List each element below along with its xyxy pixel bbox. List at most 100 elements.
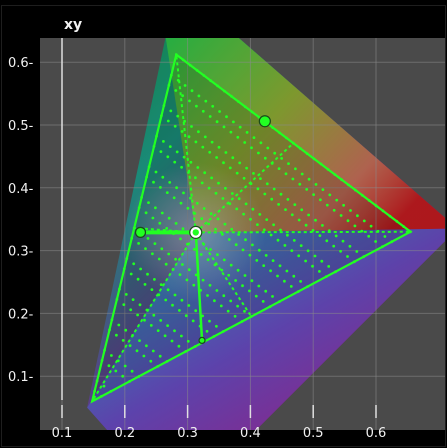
sample-point	[164, 262, 168, 266]
sample-point	[252, 136, 256, 140]
sample-point	[102, 384, 106, 388]
sample-point	[107, 364, 111, 368]
sample-point	[146, 237, 150, 240]
sample-point	[237, 197, 241, 201]
sample-point	[265, 182, 269, 186]
sample-point	[254, 294, 258, 298]
sample-point	[243, 274, 247, 277]
sample-point	[217, 181, 220, 185]
sample-point	[177, 344, 181, 348]
sample-point	[332, 208, 336, 212]
sample-point	[181, 263, 184, 266]
sample-point	[272, 187, 276, 191]
sample-point	[187, 135, 191, 139]
y-tick-label: 0.5-	[8, 119, 34, 134]
sample-point	[263, 156, 267, 160]
marker-point-core	[192, 229, 199, 236]
sample-point	[215, 289, 219, 292]
sample-point	[206, 258, 210, 262]
sample-point	[321, 224, 324, 227]
sample-point	[168, 145, 172, 149]
sample-point	[249, 217, 252, 221]
sample-point	[304, 223, 308, 227]
sample-point	[227, 273, 231, 277]
sample-point	[314, 183, 318, 186]
sample-point	[208, 150, 212, 154]
sample-point	[259, 141, 263, 145]
sample-point	[203, 171, 207, 175]
sample-point	[300, 208, 304, 212]
sample-point	[221, 197, 225, 200]
sample-point	[299, 244, 303, 248]
x-tick-label: 0.6	[366, 426, 387, 441]
sample-point	[151, 252, 154, 256]
sample-point	[209, 212, 213, 216]
sample-point	[335, 198, 339, 202]
sample-point	[166, 155, 170, 159]
sample-point	[304, 259, 307, 263]
sample-point	[178, 273, 182, 276]
sample-point	[165, 191, 169, 195]
sample-point	[189, 160, 193, 164]
sample-point	[206, 294, 209, 297]
y-tick-label: 0.3-	[8, 245, 34, 260]
sample-point	[143, 318, 146, 322]
sample-point	[235, 171, 239, 175]
sample-point	[362, 219, 366, 223]
sample-point	[236, 135, 240, 139]
sample-point	[221, 232, 224, 236]
sample-point	[237, 233, 241, 236]
sample-point	[137, 242, 141, 245]
sample-point	[277, 167, 281, 171]
sample-point	[349, 209, 352, 212]
sample-point	[186, 206, 190, 210]
sample-point	[121, 374, 125, 378]
gamut-triangle	[90, 52, 413, 404]
sample-point	[320, 259, 324, 263]
sample-point	[374, 240, 377, 243]
sample-point	[197, 130, 200, 134]
sample-point	[132, 262, 136, 266]
sample-point	[181, 94, 185, 98]
sample-point	[153, 242, 157, 246]
sample-point	[114, 369, 118, 373]
sample-point	[298, 182, 302, 186]
sample-point	[149, 359, 153, 363]
sample-point	[209, 248, 212, 251]
sample-point	[278, 264, 282, 268]
marker-point	[258, 115, 271, 128]
sample-point	[181, 227, 185, 231]
sample-point	[290, 249, 294, 253]
sample-point	[277, 203, 280, 206]
sample-point	[280, 157, 283, 160]
sample-point	[182, 191, 185, 195]
sample-point	[174, 89, 178, 92]
sample-point	[215, 156, 219, 159]
sample-point	[170, 339, 174, 343]
gamut-spoke	[194, 231, 253, 318]
sample-point	[192, 283, 196, 287]
sample-point	[314, 218, 317, 222]
sample-point	[138, 339, 141, 342]
sample-point	[151, 349, 155, 353]
sample-point	[185, 278, 189, 282]
sample-point	[271, 295, 274, 298]
sample-point	[208, 283, 212, 287]
sample-point	[235, 207, 239, 211]
sample-point	[263, 192, 267, 196]
sample-point	[145, 344, 148, 348]
sample-point	[213, 299, 216, 303]
sample-point	[306, 249, 310, 253]
sample-point	[243, 141, 247, 144]
sample-point	[186, 339, 190, 343]
marker-point	[134, 226, 147, 238]
sample-point	[173, 329, 176, 333]
sample-point	[250, 279, 254, 283]
sample-point	[294, 167, 297, 171]
sample-point	[228, 166, 232, 170]
sample-point	[175, 150, 179, 154]
sample-point	[135, 349, 139, 353]
